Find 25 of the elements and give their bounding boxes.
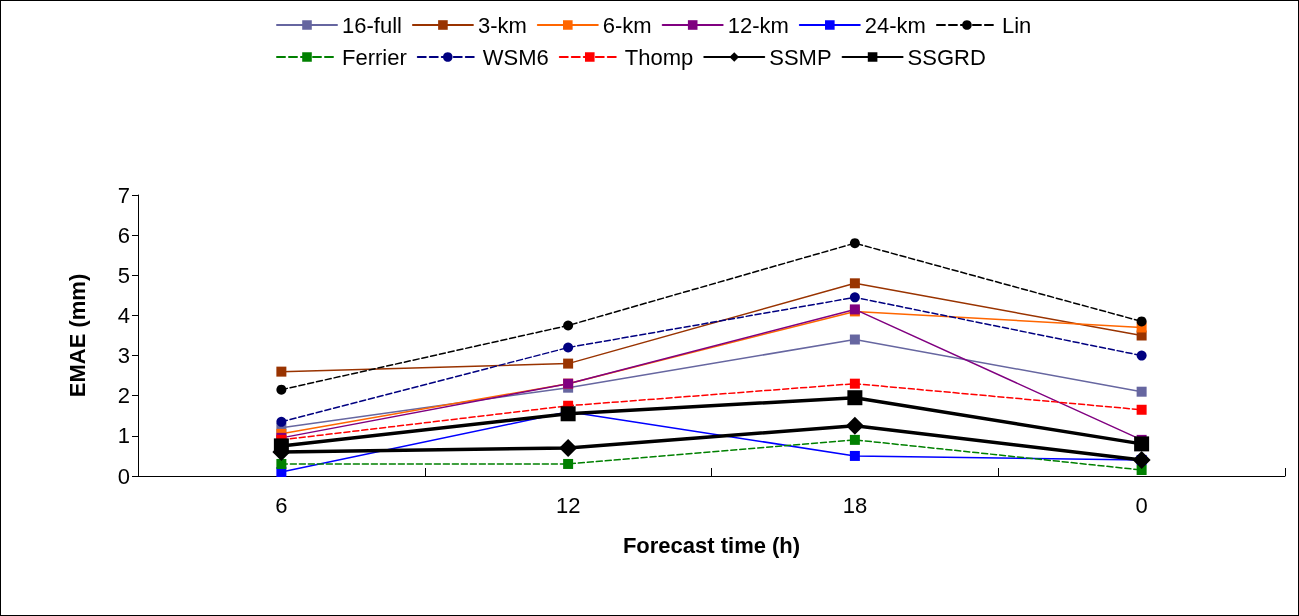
legend-label: Lin xyxy=(1001,12,1032,38)
y-tick-label: 6 xyxy=(117,222,130,248)
y-tick-label: 4 xyxy=(117,302,130,328)
y-axis-title: EMAE (mm) xyxy=(64,273,90,398)
x-tick-label: 18 xyxy=(842,492,868,518)
x-axis-title: Forecast time (h) xyxy=(622,532,801,558)
legend-label: SSMP xyxy=(769,44,832,70)
x-tick-label: 6 xyxy=(275,492,288,518)
legend-label: 12-km xyxy=(727,12,789,38)
legend-label: SSGRD xyxy=(907,44,986,70)
y-tick-label: 1 xyxy=(117,423,130,449)
y-tick-label: 3 xyxy=(117,343,130,369)
legend-label: 24-km xyxy=(864,12,926,38)
x-tick-label: 0 xyxy=(1135,492,1148,518)
y-tick-label: 5 xyxy=(117,262,130,288)
legend-label: Thomp xyxy=(624,44,694,70)
legend-label: 6-km xyxy=(602,12,652,38)
legend-label: WSM6 xyxy=(482,44,549,70)
y-tick-label: 7 xyxy=(117,182,130,208)
x-tick-label: 12 xyxy=(555,492,581,518)
legend-label: 16-full xyxy=(342,12,402,38)
y-tick-label: 2 xyxy=(117,383,130,409)
legend-label: 3-km xyxy=(477,12,527,38)
y-tick-label: 0 xyxy=(117,463,130,489)
legend-label: Ferrier xyxy=(342,44,407,70)
